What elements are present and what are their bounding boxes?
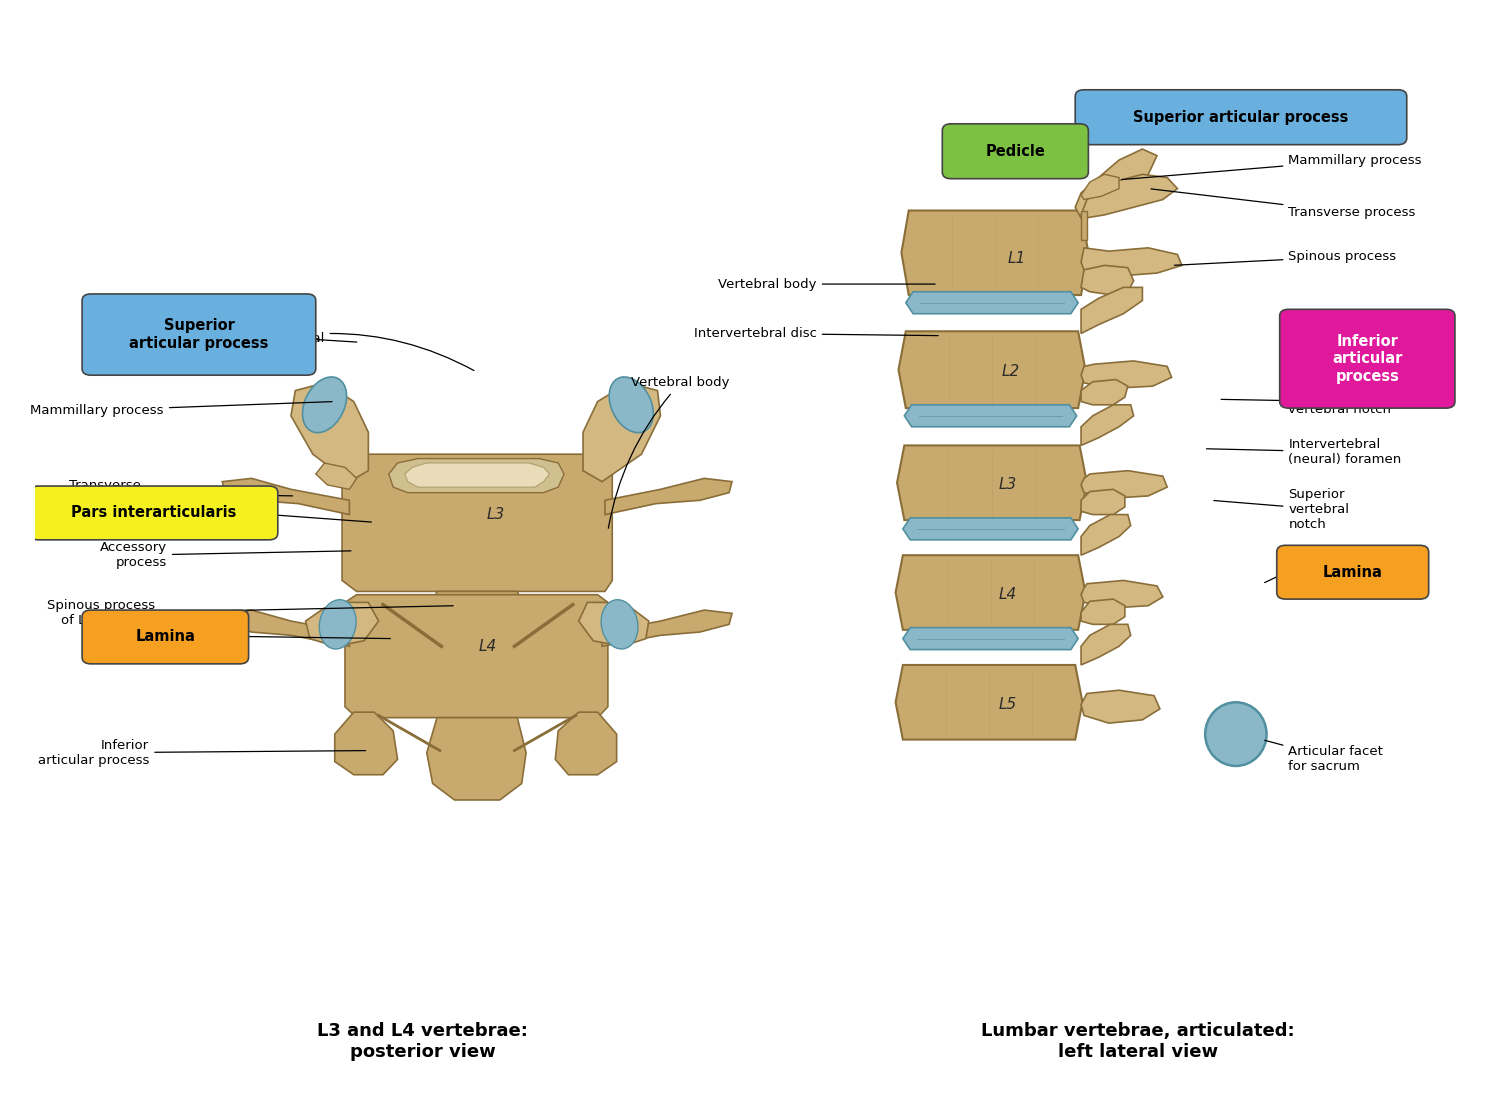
Text: Intervertebral
(neural) foramen: Intervertebral (neural) foramen <box>1206 438 1401 466</box>
Text: Lamina: Lamina <box>135 629 195 645</box>
Polygon shape <box>579 603 650 646</box>
FancyBboxPatch shape <box>1280 310 1455 408</box>
Polygon shape <box>602 611 732 646</box>
Text: Mammillary process: Mammillary process <box>1122 154 1422 179</box>
Text: L5: L5 <box>999 697 1017 712</box>
Polygon shape <box>316 463 357 489</box>
Ellipse shape <box>303 377 346 432</box>
Text: L3 and L4 vertebrae:
posterior view: L3 and L4 vertebrae: posterior view <box>316 1022 528 1061</box>
Text: Inferior
articular process: Inferior articular process <box>38 739 366 766</box>
Text: Spinous process: Spinous process <box>1174 250 1396 265</box>
Polygon shape <box>1082 625 1131 665</box>
Polygon shape <box>1082 405 1134 446</box>
Text: Accessory
process: Accessory process <box>99 541 351 570</box>
Polygon shape <box>897 446 1088 520</box>
FancyBboxPatch shape <box>82 294 316 375</box>
Text: Transverse process: Transverse process <box>1150 189 1416 219</box>
Polygon shape <box>1082 489 1125 514</box>
FancyBboxPatch shape <box>1076 90 1407 145</box>
Text: Mammillary process: Mammillary process <box>30 401 332 417</box>
Polygon shape <box>388 459 564 492</box>
FancyBboxPatch shape <box>1276 545 1428 599</box>
Text: L4: L4 <box>999 587 1017 602</box>
Text: Superior
vertebral
notch: Superior vertebral notch <box>1214 488 1350 531</box>
Polygon shape <box>334 712 398 774</box>
Text: Transverse
process: Transverse process <box>69 479 292 507</box>
Polygon shape <box>555 712 616 774</box>
Text: Superior articular process: Superior articular process <box>1134 109 1348 125</box>
Polygon shape <box>903 518 1078 540</box>
Polygon shape <box>1082 175 1178 218</box>
Text: Pedicle: Pedicle <box>986 144 1046 159</box>
Polygon shape <box>222 611 350 646</box>
Polygon shape <box>1082 175 1119 199</box>
Text: Lumbar vertebrae, articulated:
left lateral view: Lumbar vertebrae, articulated: left late… <box>981 1022 1294 1061</box>
Polygon shape <box>1082 581 1162 608</box>
Polygon shape <box>903 627 1078 649</box>
Polygon shape <box>1082 248 1182 276</box>
Text: Superior
articular process: Superior articular process <box>129 319 268 351</box>
Polygon shape <box>1082 379 1128 405</box>
Polygon shape <box>1082 210 1088 240</box>
Polygon shape <box>902 210 1089 295</box>
Polygon shape <box>306 603 378 646</box>
Text: Articular facet
for sacrum: Articular facet for sacrum <box>1264 740 1383 773</box>
Ellipse shape <box>1204 702 1266 766</box>
Text: L3: L3 <box>486 507 504 522</box>
Polygon shape <box>405 463 549 487</box>
Polygon shape <box>1082 514 1131 555</box>
Text: Inferior
vertebral notch: Inferior vertebral notch <box>1221 387 1392 416</box>
Polygon shape <box>427 718 526 800</box>
FancyBboxPatch shape <box>30 486 278 540</box>
Polygon shape <box>222 479 350 514</box>
Polygon shape <box>1082 265 1134 295</box>
Polygon shape <box>904 405 1077 427</box>
Text: Intervertebral disc: Intervertebral disc <box>693 327 938 340</box>
Polygon shape <box>1082 690 1160 723</box>
Text: Inferior
articular
process: Inferior articular process <box>1332 334 1402 384</box>
Text: Pars interarticularis: Pars interarticularis <box>70 505 237 521</box>
Polygon shape <box>896 665 1083 740</box>
Polygon shape <box>896 555 1086 629</box>
FancyBboxPatch shape <box>82 611 249 664</box>
Ellipse shape <box>609 377 654 432</box>
Polygon shape <box>584 383 660 481</box>
Polygon shape <box>604 479 732 514</box>
Text: L1: L1 <box>1008 251 1026 267</box>
Text: Vertebral body: Vertebral body <box>609 376 729 529</box>
Polygon shape <box>1082 599 1125 625</box>
Polygon shape <box>291 383 369 481</box>
Polygon shape <box>898 332 1086 408</box>
Polygon shape <box>342 455 612 592</box>
Text: L3: L3 <box>999 478 1017 492</box>
Polygon shape <box>345 595 608 718</box>
Polygon shape <box>906 292 1078 314</box>
Text: L4: L4 <box>478 639 496 654</box>
Text: Vertebral canal: Vertebral canal <box>224 333 474 371</box>
Polygon shape <box>1082 361 1172 388</box>
Text: L2: L2 <box>1002 364 1020 379</box>
Polygon shape <box>1076 149 1156 218</box>
Polygon shape <box>1082 471 1167 498</box>
Ellipse shape <box>602 599 638 649</box>
Ellipse shape <box>320 599 356 649</box>
Text: Spinous process
of L3 vertebra: Spinous process of L3 vertebra <box>46 599 453 627</box>
Text: Vertebral body: Vertebral body <box>718 278 934 291</box>
Text: Lamina: Lamina <box>1323 565 1383 580</box>
Polygon shape <box>427 592 530 660</box>
Polygon shape <box>1082 288 1143 334</box>
FancyBboxPatch shape <box>942 124 1089 179</box>
